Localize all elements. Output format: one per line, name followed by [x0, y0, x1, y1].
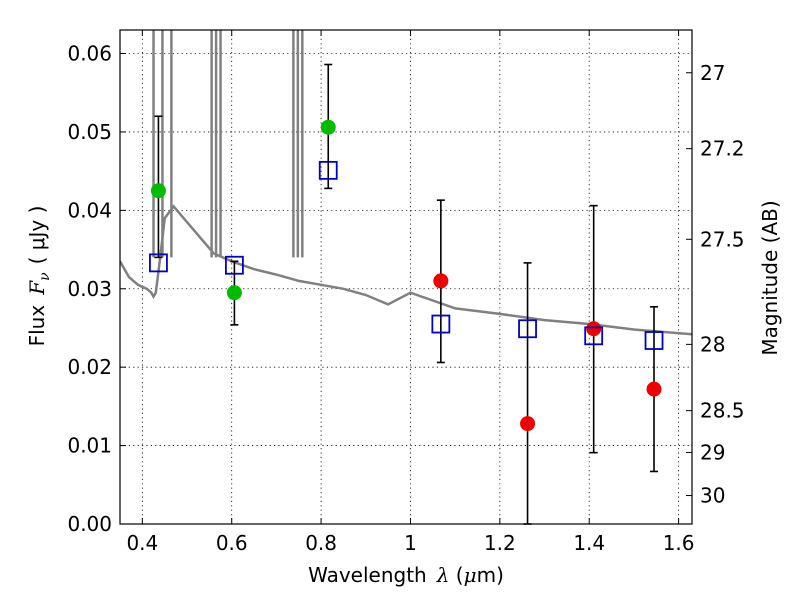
y-tick-label: 0.04: [67, 198, 112, 222]
model-flux-square: [149, 253, 168, 273]
y2-tick-label: 27: [700, 61, 725, 85]
y-tick-label: 0.02: [67, 355, 112, 379]
x-tick-label: 0.4: [126, 531, 158, 555]
tick-marks: [120, 30, 692, 525]
y2-tick-label: 28: [700, 332, 725, 356]
green-data-point: [320, 119, 336, 135]
tick-labels: 0.4 0.6 0.8 1 1.2 1.4 1.6 0.00 0.01 0.02 0.03 0.04 0…: [67, 42, 744, 555]
plot-frame: [119, 29, 693, 525]
y2-tick-label: 28.5: [700, 399, 745, 423]
model-flux-square: [644, 331, 664, 350]
model-flux-square: [431, 314, 451, 334]
x-tick-label: 1.2: [484, 531, 516, 555]
x-tick-label: 0.6: [216, 531, 248, 555]
model-flux-square: [224, 255, 244, 275]
model-flux-square: [318, 160, 338, 180]
x-tick-label: 1: [404, 531, 417, 555]
red-data-point: [433, 273, 449, 289]
green-data-point: [150, 183, 166, 199]
red-data-point: [586, 321, 602, 337]
y-tick-label: 0.05: [67, 120, 112, 144]
spectrum-line: [120, 204, 692, 336]
model-flux-square: [518, 319, 537, 339]
red-data-point: [520, 416, 536, 432]
y2-tick-label: 27.5: [700, 227, 745, 251]
model-flux-square: [584, 326, 604, 346]
y2-axis-label: Magnitude (AB): [758, 200, 782, 355]
y2-tick-label: 30: [700, 484, 725, 508]
spectrum-layer: [120, 30, 692, 336]
y-tick-label: 0.06: [67, 42, 112, 66]
y-tick-label: 0.03: [67, 277, 112, 301]
y2-tick-label: 27.2: [700, 137, 745, 161]
x-tick-label: 0.8: [305, 531, 337, 555]
x-tick-label: 1.6: [663, 531, 695, 555]
green-data-point: [226, 285, 242, 301]
red-data-point: [646, 381, 662, 397]
y-tick-label: 0.01: [67, 434, 112, 458]
x-axis-label: Wavelength λ (μm): [308, 563, 504, 587]
y-tick-label: 0.00: [67, 512, 112, 536]
marker-layer: [149, 119, 664, 432]
y2-tick-label: 29: [700, 440, 725, 464]
y-axis-label: FluxFν( μJy ): [25, 206, 53, 347]
x-tick-label: 1.4: [573, 531, 605, 555]
